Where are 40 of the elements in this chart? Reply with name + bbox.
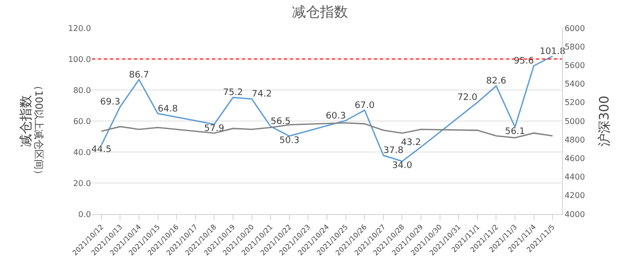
y2-axis-title: 沪深300 xyxy=(596,96,613,146)
data-label: 75.2 xyxy=(222,88,244,98)
y2-tick-label: 6000 xyxy=(564,24,585,33)
y2-tick-label: 4600 xyxy=(564,154,585,163)
data-label: 74.2 xyxy=(252,90,272,100)
data-label: 37.8 xyxy=(383,146,404,156)
data-label: 56.1 xyxy=(504,126,526,137)
y2-tick-label: 4200 xyxy=(564,191,585,200)
y2-tick-label: 4400 xyxy=(564,172,585,182)
data-label: 43.2 xyxy=(400,138,421,148)
chart-title: 减仓指数 xyxy=(292,4,348,21)
data-label: 69.3 xyxy=(100,97,120,108)
y-tick-label: 0.0 xyxy=(78,210,91,219)
y-tick-label: 40.0 xyxy=(73,148,91,157)
data-label: 60.3 xyxy=(326,111,346,122)
text: （100以上减仓区间） xyxy=(32,80,44,180)
data-label: 64.8 xyxy=(158,104,178,114)
y2-tick-label: 5400 xyxy=(564,80,585,89)
data-label: 101.8 xyxy=(540,46,566,57)
y2-tick-label: 5200 xyxy=(564,98,585,108)
data-label: 57.9 xyxy=(204,124,224,134)
y2-tick-label: 5600 xyxy=(564,61,585,70)
y-tick-label: 60.0 xyxy=(73,116,91,126)
data-label: 72.0 xyxy=(457,93,478,104)
data-label: 56.5 xyxy=(270,117,291,128)
y-tick-label: 20.0 xyxy=(73,178,91,188)
data-label: 82.6 xyxy=(486,76,506,87)
data-label: 67.0 xyxy=(354,100,375,111)
data-label: 34.0 xyxy=(392,161,412,172)
y-axis-title: 减仓指数 xyxy=(19,95,34,147)
y2-tick-label: 4800 xyxy=(564,135,585,144)
y-tick-label: 120.0 xyxy=(68,24,91,33)
data-label: 44.5 xyxy=(91,144,112,155)
y2-tick-label: 4000 xyxy=(564,210,585,219)
y-tick-label: 100.0 xyxy=(68,54,91,64)
y2-tick-label: 5000 xyxy=(564,116,585,126)
y2-tick-label: 5800 xyxy=(564,42,585,52)
data-label: 86.7 xyxy=(128,70,150,80)
y-tick-label: 80.0 xyxy=(73,86,91,95)
data-label: 50.3 xyxy=(279,136,300,146)
